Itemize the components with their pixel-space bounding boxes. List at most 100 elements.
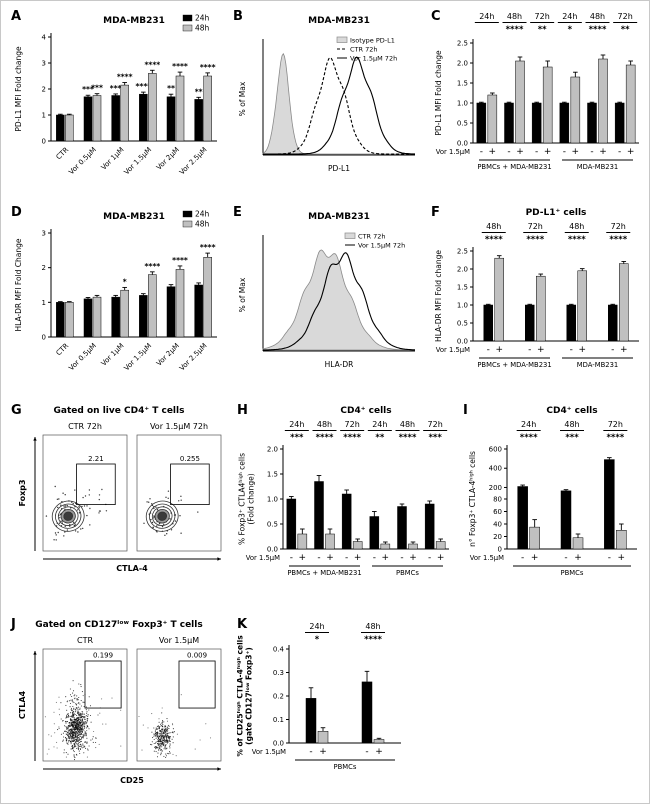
y-axis-label: % Foxp3⁺ CTLA4ʰⁱᵍʰ cells(Fold change) (238, 453, 256, 545)
chart-title: MDA-MB231 (103, 212, 165, 222)
scatter-dot (73, 737, 75, 739)
bar (83, 96, 93, 142)
panel-B: B MDA-MB231 % of Max PD-L1 Isotype PD-L1 CTR… (233, 7, 423, 199)
scatter-dot (71, 719, 73, 721)
vor-sign: + (620, 345, 628, 355)
scatter-dot (60, 702, 62, 704)
scatter-dot (76, 712, 79, 714)
bar (614, 102, 625, 144)
panel-label-E: E (233, 205, 242, 220)
bar (380, 543, 391, 550)
scatter-dot (85, 714, 87, 717)
scatter-dot (67, 735, 69, 737)
scatter-dot (73, 756, 75, 758)
significance-stars: **** (172, 256, 188, 265)
scatter-dot (78, 738, 80, 740)
scatter-dot (78, 713, 80, 715)
scatter-dot (56, 741, 58, 743)
scatter-dot (66, 727, 68, 729)
scatter-dot (153, 735, 155, 737)
scatter-dot (66, 740, 68, 742)
scatter-dot (67, 714, 70, 716)
scatter-dot (163, 730, 165, 732)
scatter-dot (97, 714, 99, 716)
scatter-dot (154, 730, 156, 732)
scatter-dot (160, 731, 162, 733)
scatter-dot (160, 723, 162, 725)
scatter-dot (73, 713, 75, 715)
scatter-dot (168, 732, 170, 734)
scatter-dot (78, 721, 80, 723)
legend-swatch (182, 24, 193, 32)
scatter-dot (71, 731, 73, 733)
scatter-dot (71, 710, 73, 712)
bar (203, 257, 212, 338)
scatter-dot (161, 733, 163, 735)
scatter-dot (166, 747, 168, 749)
significance-stars: **** (200, 243, 216, 252)
scatter-dot (69, 702, 72, 705)
scatter-dot (79, 722, 81, 724)
vor-sign: + (382, 553, 390, 563)
time-label: 72h (611, 222, 626, 231)
significance-stars: *** (91, 84, 103, 93)
scatter-dot (160, 754, 162, 756)
scatter-dot (67, 753, 69, 755)
scatter-dot (86, 722, 88, 724)
density-dot (76, 509, 79, 511)
scatter-dot (65, 756, 67, 758)
scatter-dot (159, 730, 161, 732)
scatter-dot (62, 740, 64, 742)
scatter-dot (163, 726, 165, 728)
scatter-dot (160, 736, 162, 738)
scatter-dot (92, 741, 94, 743)
scatter-dot (84, 716, 86, 718)
scatter-dot (77, 732, 79, 734)
scatter-dot (70, 743, 72, 745)
scatter-dot (72, 728, 74, 731)
density-dot (72, 521, 75, 523)
scatter-dot (163, 748, 165, 750)
y-tick-label: 0.0 (267, 546, 278, 554)
panel-label-K: K (237, 617, 248, 632)
scatter-dot (80, 705, 82, 707)
scatter-dot (73, 738, 75, 740)
scatter-dot (89, 714, 92, 717)
scatter-dot (83, 705, 85, 708)
time-label: 24h (562, 12, 577, 21)
scatter-dot (84, 745, 86, 747)
scatter-dot (80, 727, 82, 730)
scatter-dot (58, 726, 60, 728)
y-tick-label: 2.5 (457, 248, 468, 256)
scatter-dot (164, 732, 166, 734)
scatter-dot (153, 738, 155, 741)
y-tick-label: 200 (489, 484, 502, 492)
histogram-curve-line (263, 56, 415, 155)
scatter-dot (75, 720, 78, 722)
scatter-dot (72, 692, 74, 694)
legend-label: CTR 72h (358, 233, 385, 241)
group-label: PBMCs + MDA-MB231 (477, 163, 551, 171)
scatter-dot (86, 720, 88, 722)
scatter-dot (164, 731, 166, 733)
scatter-dot (74, 719, 76, 721)
scatter-dot (77, 725, 79, 727)
scatter-dot (161, 722, 163, 724)
scatter-dot (84, 717, 86, 719)
significance-stars: *** (290, 433, 304, 443)
scatter-dot (79, 715, 81, 717)
scatter-dot (77, 699, 79, 701)
scatter-dot (154, 746, 156, 748)
scatter-dot (168, 753, 170, 755)
density-dot (77, 531, 79, 533)
scatter-dot (77, 729, 79, 731)
scatter-dot (71, 746, 73, 748)
scatter-dot (95, 737, 97, 739)
scatter-dot (62, 720, 64, 722)
scatter-dot (168, 751, 171, 753)
density-dot (179, 515, 181, 517)
scatter-dot (69, 700, 71, 702)
bar (341, 493, 352, 550)
scatter-dot (72, 747, 74, 749)
density-dot (99, 510, 102, 512)
